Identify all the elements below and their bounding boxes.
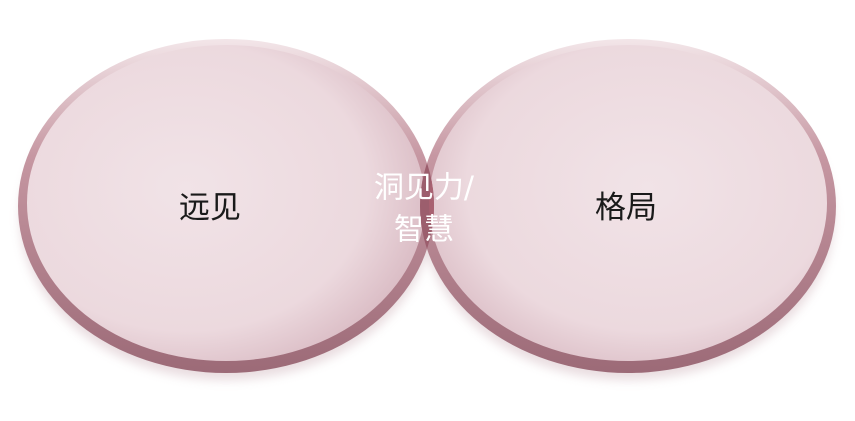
left-circle-label: 远见 — [179, 190, 241, 226]
venn-right-circle — [420, 39, 836, 373]
venn-left-circle — [18, 39, 434, 373]
intersection-label-line2: 智慧 — [394, 213, 454, 248]
intersection-label-line1: 洞见力/ — [374, 171, 475, 206]
right-circle-label: 格局 — [595, 190, 657, 226]
